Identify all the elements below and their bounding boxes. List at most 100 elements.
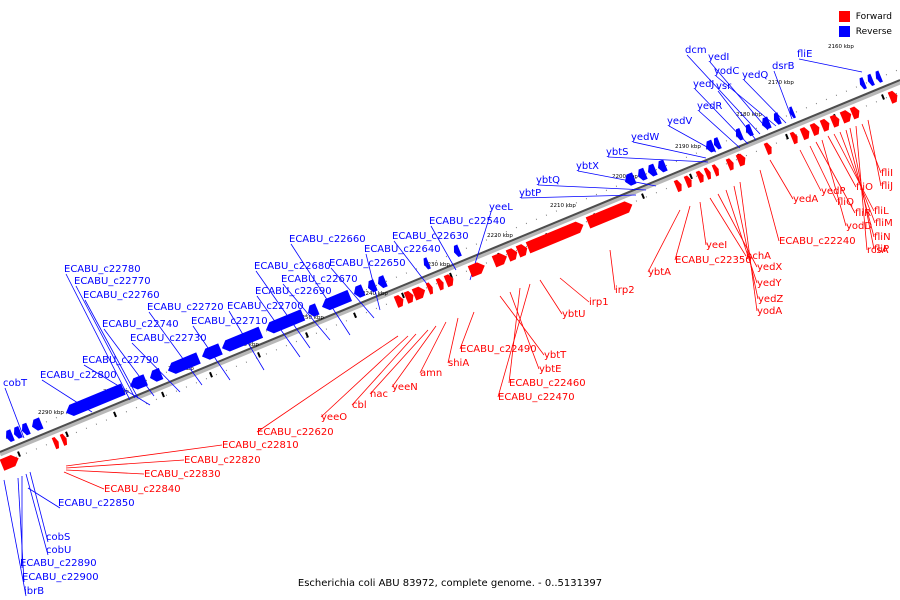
gene-label-yodc[interactable]: yodC — [714, 66, 739, 77]
forward-gene-block[interactable] — [491, 251, 510, 268]
gene-label-ecabu-c22670[interactable]: ECABU_c22670 — [281, 274, 358, 285]
gene-label-ecabu-c22810[interactable]: ECABU_c22810 — [222, 440, 299, 451]
reverse-gene-block[interactable] — [12, 425, 23, 440]
gene-label-nac[interactable]: nac — [370, 389, 388, 400]
forward-gene-block[interactable] — [887, 90, 900, 104]
gene-label-ybta[interactable]: ybtA — [648, 267, 671, 278]
forward-gene-block[interactable] — [525, 219, 586, 254]
forward-gene-block[interactable] — [839, 109, 854, 124]
gene-label-dsrb[interactable]: dsrB — [772, 61, 795, 72]
reverse-gene-block[interactable] — [452, 244, 462, 258]
gene-label-yeeo[interactable]: yeeO — [321, 412, 347, 423]
gene-label-yedq[interactable]: yedQ — [742, 70, 768, 81]
gene-label-ibrb[interactable]: ibrB — [24, 586, 44, 597]
gene-label-amn[interactable]: amn — [420, 368, 442, 379]
gene-label-ybtq[interactable]: ybtQ — [536, 175, 560, 186]
gene-label-ybtu[interactable]: ybtU — [562, 309, 586, 320]
gene-label-ecabu-c22790[interactable]: ECABU_c22790 — [82, 355, 159, 366]
forward-gene-block[interactable] — [809, 122, 822, 136]
forward-gene-block[interactable] — [0, 453, 21, 471]
gene-label-yedr[interactable]: yedR — [697, 101, 722, 112]
forward-gene-block[interactable] — [799, 126, 812, 141]
reverse-gene-block[interactable] — [306, 303, 320, 318]
forward-gene-block[interactable] — [403, 290, 416, 304]
gene-label-yeei[interactable]: yeeI — [706, 240, 727, 251]
gene-label-ecabu-c22640[interactable]: ECABU_c22640 — [364, 244, 441, 255]
forward-gene-block[interactable] — [695, 170, 706, 184]
reverse-gene-block[interactable] — [734, 127, 744, 141]
gene-label-flio[interactable]: fliO — [856, 182, 873, 193]
gene-label-ecabu-c22490[interactable]: ECABU_c22490 — [460, 344, 537, 355]
gene-label-ecabu-c22660[interactable]: ECABU_c22660 — [289, 234, 366, 245]
reverse-gene-block[interactable] — [858, 77, 867, 90]
gene-label-flil[interactable]: fliL — [874, 206, 889, 217]
gene-label-ecabu-c22540[interactable]: ECABU_c22540 — [429, 216, 506, 227]
forward-gene-block[interactable] — [673, 179, 684, 193]
gene-label-yeel[interactable]: yeeL — [489, 202, 513, 213]
reverse-gene-block[interactable] — [422, 257, 431, 270]
gene-label-flir[interactable]: fliR — [855, 208, 871, 219]
gene-label-ecabu-c22900[interactable]: ECABU_c22900 — [22, 572, 99, 583]
gene-label-cobt[interactable]: cobT — [3, 378, 28, 389]
gene-label-ecabu-c22800[interactable]: ECABU_c22800 — [40, 370, 117, 381]
reverse-gene-block[interactable] — [704, 139, 716, 154]
gene-label-yedj[interactable]: yedJ — [693, 79, 714, 90]
forward-gene-block[interactable] — [425, 282, 435, 295]
gene-label-ecabu-c22690[interactable]: ECABU_c22690 — [255, 286, 332, 297]
reverse-gene-block[interactable] — [760, 116, 772, 130]
gene-label-irp1[interactable]: irp1 — [589, 297, 609, 308]
gene-label-ecabu-c22770[interactable]: ECABU_c22770 — [74, 276, 151, 287]
reverse-gene-block[interactable] — [220, 326, 264, 354]
gene-label-ybtx[interactable]: ybtX — [576, 161, 599, 172]
gene-label-ecabu-c22650[interactable]: ECABU_c22650 — [329, 258, 406, 269]
gene-label-ecabu-c22700[interactable]: ECABU_c22700 — [227, 301, 304, 312]
gene-label-ecabu-c22730[interactable]: ECABU_c22730 — [130, 333, 207, 344]
reverse-gene-block[interactable] — [148, 367, 164, 384]
forward-gene-block[interactable] — [703, 167, 713, 180]
reverse-gene-block[interactable] — [352, 284, 366, 299]
gene-label-hcha[interactable]: hchA — [746, 251, 771, 262]
gene-label-shia[interactable]: shiA — [448, 358, 469, 369]
gene-label-flii[interactable]: fliI — [881, 168, 893, 179]
reverse-gene-block[interactable] — [64, 383, 126, 418]
gene-label-ecabu-c22820[interactable]: ECABU_c22820 — [184, 455, 261, 466]
gene-label-yodd[interactable]: yodD — [846, 221, 872, 232]
gene-label-yedx[interactable]: yedX — [757, 262, 782, 273]
gene-label-yoda[interactable]: yodA — [757, 306, 782, 317]
gene-label-rcsa[interactable]: rcsA — [867, 245, 889, 256]
reverse-gene-block[interactable] — [636, 167, 648, 182]
gene-label-ecabu-c22840[interactable]: ECABU_c22840 — [104, 484, 181, 495]
reverse-gene-block[interactable] — [646, 163, 658, 178]
forward-gene-block[interactable] — [585, 199, 635, 229]
gene-label-yedp[interactable]: yedP — [821, 186, 845, 197]
gene-label-ybtt[interactable]: ybtT — [544, 350, 567, 361]
forward-gene-block[interactable] — [849, 105, 862, 120]
forward-gene-block[interactable] — [789, 131, 800, 145]
gene-label-dcm[interactable]: dcm — [685, 45, 707, 56]
forward-gene-block[interactable] — [505, 247, 520, 262]
forward-gene-block[interactable] — [725, 157, 736, 171]
forward-gene-block[interactable] — [515, 243, 530, 258]
forward-gene-block[interactable] — [411, 285, 428, 301]
forward-gene-block[interactable] — [735, 152, 748, 167]
gene-label-flim[interactable]: fliM — [875, 218, 893, 229]
gene-label-ybte[interactable]: ybtE — [539, 364, 562, 375]
reverse-gene-block[interactable] — [20, 422, 31, 437]
reverse-gene-block[interactable] — [320, 289, 353, 313]
reverse-gene-block[interactable] — [772, 112, 782, 125]
gene-label-flin[interactable]: fliN — [874, 232, 891, 243]
gene-label-ecabu-c22740[interactable]: ECABU_c22740 — [102, 319, 179, 330]
forward-gene-block[interactable] — [393, 294, 406, 308]
gene-label-cobu[interactable]: cobU — [46, 545, 71, 556]
gene-label-ybtp[interactable]: ybtP — [519, 188, 541, 199]
reverse-gene-block[interactable] — [788, 106, 796, 119]
reverse-gene-block[interactable] — [30, 417, 44, 432]
reverse-gene-block[interactable] — [874, 70, 883, 83]
gene-label-flip[interactable]: fliP — [874, 244, 889, 255]
gene-label-ecabu-c22620[interactable]: ECABU_c22620 — [257, 427, 334, 438]
gene-label-ecabu-c22630[interactable]: ECABU_c22630 — [392, 231, 469, 242]
gene-label-yedw[interactable]: yedW — [631, 132, 659, 143]
forward-gene-block[interactable] — [829, 114, 842, 128]
gene-label-fliq[interactable]: fliQ — [837, 197, 854, 208]
forward-gene-block[interactable] — [819, 118, 832, 132]
